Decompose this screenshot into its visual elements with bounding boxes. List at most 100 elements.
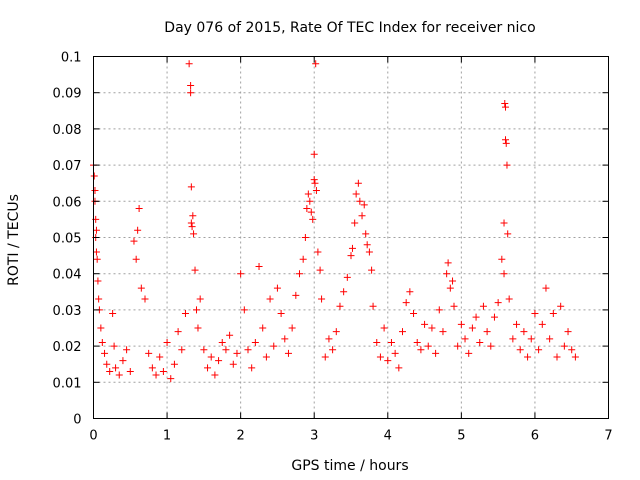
data-point xyxy=(450,302,458,310)
data-point xyxy=(262,353,270,361)
data-point xyxy=(303,205,311,213)
data-point xyxy=(218,338,226,346)
y-axis-title: ROTI / TECUs xyxy=(6,194,22,286)
data-point xyxy=(106,367,114,375)
data-point xyxy=(92,248,100,256)
data-point xyxy=(406,288,414,296)
data-point xyxy=(356,197,364,205)
data-point xyxy=(376,353,384,361)
data-point xyxy=(362,230,370,238)
data-point xyxy=(109,310,117,318)
data-point xyxy=(500,270,508,278)
data-point xyxy=(348,244,356,252)
data-point xyxy=(244,346,252,354)
data-point xyxy=(189,212,197,220)
data-point xyxy=(312,60,320,68)
data-point xyxy=(365,248,373,256)
data-point xyxy=(439,328,447,336)
data-point xyxy=(314,248,322,256)
data-point xyxy=(501,100,509,108)
data-point xyxy=(347,252,355,260)
data-point xyxy=(187,89,195,97)
data-point xyxy=(185,60,193,68)
data-point xyxy=(483,328,491,336)
data-point xyxy=(126,367,134,375)
data-point xyxy=(306,197,314,205)
x-tick-label: 3 xyxy=(310,429,318,444)
data-point xyxy=(358,212,366,220)
data-point xyxy=(432,349,440,357)
data-point xyxy=(311,179,319,187)
y-tick-label: 0.02 xyxy=(53,340,82,355)
data-point xyxy=(187,219,195,227)
data-point xyxy=(368,266,376,274)
chart-title: Day 076 of 2015, Rate Of TEC Index for r… xyxy=(164,20,535,36)
data-point xyxy=(500,219,508,227)
plot-frame xyxy=(93,56,609,419)
y-tick-label: 0.04 xyxy=(53,268,82,283)
data-point xyxy=(557,302,565,310)
data-point xyxy=(571,353,579,361)
data-point xyxy=(97,324,105,332)
data-point xyxy=(196,295,204,303)
y-tick-label: 0.1 xyxy=(61,51,82,66)
data-point xyxy=(553,353,561,361)
data-point xyxy=(215,357,223,365)
data-point xyxy=(119,357,127,365)
data-point xyxy=(318,295,326,303)
data-point xyxy=(410,310,418,318)
data-point xyxy=(145,349,153,357)
data-point xyxy=(190,230,198,238)
data-point xyxy=(187,81,195,89)
data-point xyxy=(312,186,320,194)
data-point xyxy=(325,335,333,343)
data-point xyxy=(288,324,296,332)
data-point xyxy=(428,324,436,332)
data-point xyxy=(546,335,554,343)
data-point xyxy=(373,338,381,346)
data-point xyxy=(329,346,337,354)
data-point xyxy=(309,215,317,223)
data-point xyxy=(156,353,164,361)
data-point xyxy=(421,320,429,328)
data-point xyxy=(222,346,230,354)
data-point xyxy=(187,183,195,191)
data-point xyxy=(284,349,292,357)
data-point xyxy=(159,367,167,375)
data-point xyxy=(402,299,410,307)
data-point xyxy=(248,364,256,372)
data-point xyxy=(98,338,106,346)
data-point xyxy=(112,364,120,372)
data-point xyxy=(449,277,457,285)
data-point xyxy=(93,255,101,263)
data-point xyxy=(332,328,340,336)
data-point xyxy=(200,346,208,354)
data-point xyxy=(281,335,289,343)
data-point xyxy=(509,335,517,343)
data-point xyxy=(476,338,484,346)
data-point xyxy=(494,299,502,307)
data-point xyxy=(299,255,307,263)
x-axis-title: GPS time / hours xyxy=(291,458,408,474)
data-point xyxy=(237,270,245,278)
data-point xyxy=(141,295,149,303)
data-point xyxy=(207,353,215,361)
data-point xyxy=(369,302,377,310)
data-point xyxy=(188,223,196,231)
data-point xyxy=(395,364,403,372)
data-point xyxy=(384,357,392,365)
data-point xyxy=(360,201,368,209)
x-tick-label: 4 xyxy=(384,429,392,444)
data-point xyxy=(310,176,318,184)
data-point xyxy=(472,313,480,321)
data-point xyxy=(520,328,528,336)
y-tick-label: 0.05 xyxy=(53,232,82,247)
data-point xyxy=(174,328,182,336)
data-point xyxy=(446,284,454,292)
data-point xyxy=(568,346,576,354)
data-point xyxy=(259,324,267,332)
data-point xyxy=(549,310,557,318)
data-points xyxy=(90,60,579,383)
data-point xyxy=(95,295,103,303)
data-point xyxy=(270,342,278,350)
